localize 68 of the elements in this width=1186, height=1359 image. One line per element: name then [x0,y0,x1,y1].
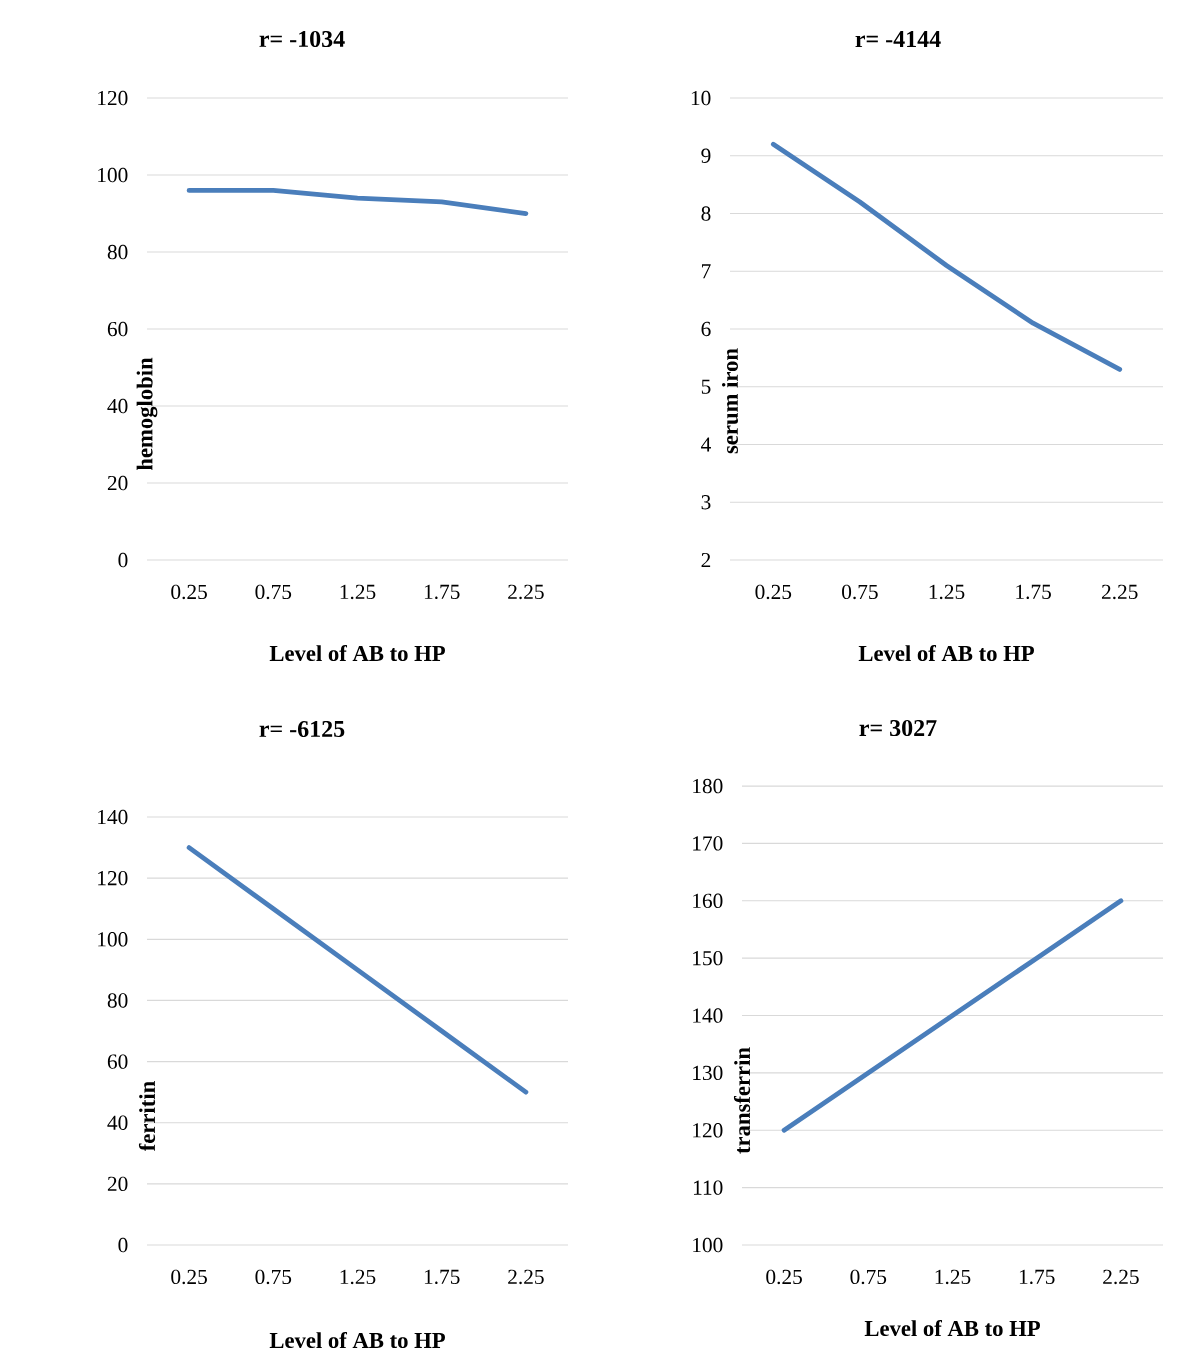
y-tick-label: 120 [98,870,128,886]
y-axis-title: transferrin [733,1047,751,1154]
x-tick-label: 1.25 [340,1269,376,1285]
y-tick-label: 160 [693,893,723,908]
x-axis-title: Level of AB to HP [269,644,445,662]
x-tick-label: 1.75 [1016,584,1051,600]
y-tick-label: 130 [693,1065,723,1081]
x-tick-label: 1.75 [424,1269,460,1285]
x-tick-label: 1.25 [929,584,965,600]
x-tick-label: 0.25 [755,584,792,600]
y-tick-label: 5 [701,379,711,394]
y-tick-label: 20 [107,475,128,491]
chart-title: r= -1034 [259,30,345,48]
x-tick-label: 2.25 [508,1269,544,1285]
y-tick-label: 20 [107,1176,128,1192]
y-tick-label: 60 [107,1054,128,1069]
y-tick-label: 100 [98,167,128,183]
x-tick-label: 0.75 [842,584,878,600]
x-tick-label: 0.75 [255,1269,292,1285]
y-tick-label: 180 [693,778,723,794]
x-axis-title: Level of AB to HP [864,1319,1040,1337]
y-tick-label: 40 [107,1115,128,1130]
y-tick-label: 80 [107,244,128,260]
y-tick-label: 6 [701,321,711,337]
y-tick-label: 9 [701,148,711,163]
line-series [770,141,1123,372]
y-tick-label: 0 [118,552,128,568]
y-tick-label: 120 [693,1123,723,1138]
y-tick-label: 7 [702,264,711,279]
y-tick-label: 3 [701,495,711,510]
y-axis-title: hemoglobin [136,357,158,471]
y-tick-label: 80 [107,993,128,1008]
y-tick-label: 100 [98,932,128,947]
y-tick-label: 8 [701,206,711,221]
x-tick-label: 2.25 [508,584,544,600]
y-tick-label: 150 [693,950,723,966]
y-axis-title: ferritin [138,1081,156,1152]
x-tick-label: 0.75 [255,584,292,600]
y-tick-label: 170 [693,836,723,851]
line-series [186,188,529,216]
y-tick-label: 100 [693,1237,723,1253]
x-tick-label: 1.75 [1019,1269,1055,1285]
x-tick-label: 1.75 [424,584,460,600]
y-tick-label: 140 [98,809,128,825]
y-tick-label: 120 [98,90,128,106]
chart-title: r= 3027 [859,719,937,737]
y-tick-label: 110 [693,1180,723,1195]
x-tick-label: 1.25 [340,584,376,600]
x-axis-title: Level of AB to HP [269,1331,445,1349]
y-tick-label: 10 [691,90,711,106]
y-axis-title: serum iron [722,348,738,454]
chart-title: r= -6125 [259,720,345,738]
x-tick-label: 2.25 [1103,1269,1139,1285]
y-tick-label: 60 [107,321,128,337]
y-tick-label: 140 [693,1008,723,1023]
x-tick-label: 1.25 [935,1269,971,1285]
y-tick-label: 0 [118,1237,128,1253]
x-tick-label: 0.25 [766,1269,802,1285]
y-tick-label: 40 [107,398,128,414]
x-axis-title: Level of AB to HP [858,644,1034,662]
chart-title: r= -4144 [855,31,941,47]
x-tick-label: 0.25 [171,584,207,600]
line-series [186,845,529,1095]
y-tick-label: 4 [701,437,711,452]
x-tick-label: 0.25 [171,1269,207,1285]
x-tick-label: 0.75 [850,1269,887,1285]
x-tick-label: 2.25 [1101,584,1138,600]
y-tick-label: 2 [701,552,711,568]
